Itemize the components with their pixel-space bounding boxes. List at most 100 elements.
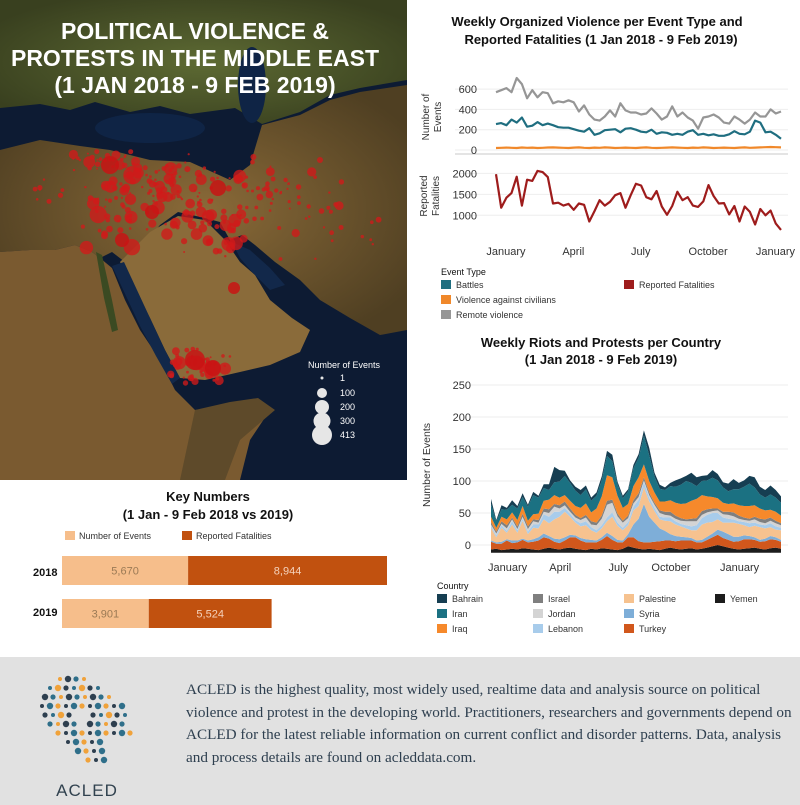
ov-legend-battles-swatch (441, 280, 451, 289)
logo-dot (114, 712, 120, 718)
kn-legend-fatalities-label: Reported Fatalities (196, 531, 272, 541)
rp-plot-area: 0 50 100 150 200 250 (453, 380, 788, 553)
event-dot (271, 197, 274, 201)
logo-dot (51, 713, 55, 717)
rp-x-axis: January April July October January (488, 562, 760, 574)
logo-dot (112, 704, 116, 708)
event-dot (148, 180, 157, 188)
rp-legend-swatch-israel (533, 594, 543, 603)
logo-dot (42, 712, 48, 718)
event-dots-layer (32, 149, 382, 386)
logo-dot (94, 758, 98, 762)
event-dot (119, 182, 123, 186)
land-arabia (120, 216, 310, 380)
rp-legend-swatch-turkey (624, 624, 634, 633)
ov-legend-remote-label: Remote violence (456, 310, 523, 320)
event-dot (243, 218, 250, 224)
event-dot (176, 194, 181, 199)
event-dot (79, 240, 94, 255)
legend-size-200-symbol (315, 400, 329, 414)
event-dot (304, 217, 308, 220)
ov-series-line-0 (495, 116, 782, 140)
event-dot (274, 188, 279, 193)
logo-dot-pattern (40, 675, 133, 764)
rp-legend-swatch-lebanon (533, 624, 543, 633)
rp-legend-label-palestine: Palestine (639, 594, 676, 604)
logo-dot (92, 749, 96, 753)
ov-fatalities-line (494, 169, 782, 231)
rp-area-yemen (491, 545, 781, 553)
map-title-line-3: (1 JAN 2018 - 9 FEB 2019) (54, 72, 335, 98)
event-dot (228, 177, 231, 180)
event-dot (251, 189, 254, 193)
event-dot (214, 375, 224, 386)
event-dot (265, 181, 270, 186)
acled-logo-globe (40, 675, 133, 764)
event-dot (187, 220, 197, 230)
event-dot (72, 157, 75, 160)
nile-valley (96, 252, 118, 332)
event-dot (181, 238, 188, 245)
event-dot (106, 225, 113, 233)
event-dot (149, 175, 152, 179)
logo-dot (81, 739, 87, 745)
event-dot (252, 216, 257, 222)
rp-legend-swatch-jordan (533, 609, 543, 618)
event-dot (256, 193, 264, 201)
event-dot (107, 198, 113, 203)
event-dot (314, 257, 317, 260)
rp-ylabel: Number of Events (421, 423, 433, 507)
rp-legend-label-turkey: Turkey (639, 624, 667, 634)
event-dot (330, 239, 334, 243)
event-dot (105, 198, 108, 201)
logo-dot (98, 694, 104, 700)
kn-bar-2018-events (62, 556, 189, 585)
event-dot (205, 357, 210, 362)
legend-size-1-label: 1 (340, 373, 345, 383)
event-dot (250, 159, 255, 165)
event-dot (76, 156, 80, 160)
ov-bottom-ytick-label: 1500 (453, 189, 477, 201)
event-dot (328, 191, 331, 194)
event-dot (229, 236, 243, 251)
key-numbers-title-line-2: (1 Jan - 9 Feb 2018 vs 2019) (123, 507, 294, 522)
rp-legend-label-bahrain: Bahrain (452, 594, 483, 604)
event-dot (265, 187, 270, 192)
ov-title-line-1: Weekly Organized Violence per Event Type… (451, 14, 742, 29)
event-dot (245, 205, 249, 210)
event-dot (86, 152, 89, 155)
logo-dot (66, 740, 70, 744)
logo-dot (72, 738, 80, 746)
ov-legend-fatalities-swatch (624, 280, 634, 289)
event-dot (101, 184, 105, 188)
event-dot (89, 154, 95, 160)
event-dot (104, 205, 107, 208)
logo-dot (94, 702, 102, 710)
event-dot (68, 149, 78, 160)
logo-dot (118, 702, 126, 710)
event-dot (180, 197, 184, 201)
event-dot (165, 164, 169, 168)
event-dot (125, 171, 134, 180)
red-sea (112, 262, 180, 384)
event-dot (286, 187, 289, 190)
event-dot (370, 220, 374, 224)
ov-top-ytick-label: 200 (459, 125, 477, 137)
event-dot (227, 226, 234, 234)
logo-dot (105, 711, 113, 719)
event-dot (80, 224, 85, 229)
event-dot (278, 257, 283, 261)
event-dot (120, 202, 125, 207)
event-dot (179, 196, 182, 199)
kn-category-2018: 2018 (33, 567, 57, 579)
logo-dot (119, 721, 125, 727)
event-dot (291, 229, 300, 238)
event-dot (163, 192, 174, 202)
event-dot (265, 190, 273, 199)
logo-dot (70, 702, 78, 710)
event-dot (202, 166, 207, 170)
rp-ytick-label: 200 (453, 412, 471, 424)
event-dot (164, 222, 167, 226)
logo-dot (50, 694, 56, 700)
